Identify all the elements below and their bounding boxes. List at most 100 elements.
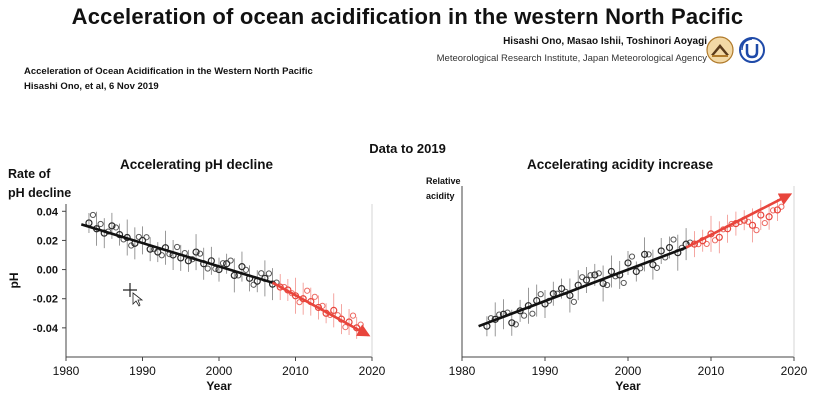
right-side-label-line1: Relative <box>426 176 461 186</box>
data-note: Data to 2019 <box>369 141 446 156</box>
ph-data-point <box>135 233 142 241</box>
acidity-data-point <box>529 310 536 317</box>
acidity-trend-line <box>478 246 687 328</box>
left-side-label-line2: pH decline <box>8 186 72 200</box>
ph-data-point <box>154 248 162 256</box>
acidity-data-point <box>599 279 607 288</box>
acidity-data-point <box>645 251 652 258</box>
acidity-trend-arrow <box>685 193 793 249</box>
authors: Hisashi Ono, Masao Ishii, Toshinori Aoya… <box>503 36 707 47</box>
acidity-data-point <box>582 276 591 284</box>
acidity-x-tick-label: 2020 <box>781 364 808 378</box>
acidity-data-point <box>649 261 657 269</box>
ph-data-point <box>89 211 97 219</box>
acidity-data-point <box>653 264 661 271</box>
ph-data-point <box>143 234 150 241</box>
acidity-data-point <box>670 236 677 243</box>
acidity-data-point <box>604 281 611 289</box>
left-chart-title: Accelerating pH decline <box>120 157 274 172</box>
acidity-x-tick-label: 2000 <box>615 364 642 378</box>
acidity-data-point <box>757 211 765 219</box>
acidity-data-point <box>657 247 665 255</box>
ph-data-point <box>112 224 120 231</box>
ph-data-point <box>319 302 326 309</box>
ph-x-axis-label: Year <box>206 379 232 393</box>
ph-x-tick-label: 2020 <box>359 364 386 378</box>
acidity-data-point <box>591 271 599 279</box>
ph-data-point <box>238 263 246 271</box>
acidity-data-point <box>557 285 566 293</box>
move-cursor-icon <box>123 283 144 307</box>
ph-data-point <box>196 250 204 257</box>
ph-data-point <box>330 306 338 314</box>
acidity-data-point <box>521 312 528 319</box>
acidity-data-point <box>508 319 516 327</box>
ph-y-axis-label: pH <box>7 273 21 289</box>
ph-data-point <box>223 260 231 268</box>
ph-data-point <box>304 287 311 294</box>
ph-data-point <box>230 271 238 279</box>
ph-data-point <box>227 257 234 264</box>
ph-data-point <box>342 324 349 331</box>
ph-data-point <box>258 270 265 277</box>
ph-data-point <box>192 248 200 256</box>
affiliation: Meteorological Research Institute, Japan… <box>436 53 707 64</box>
acidity-data-point <box>745 218 752 225</box>
acidity-data-point <box>628 253 636 260</box>
acidity-data-point <box>665 243 674 252</box>
ph-trend-line <box>80 223 273 284</box>
acidity-data-point <box>587 272 594 279</box>
mri-logo-icon <box>739 37 765 63</box>
right-side-label: Relative acidity <box>426 174 461 204</box>
acidity-data-point <box>632 267 640 276</box>
ph-data-point <box>158 252 165 259</box>
ph-data-point <box>311 293 318 300</box>
ph-y-tick-label: -0.02 <box>33 294 58 306</box>
ph-x-tick-label: 2000 <box>206 364 233 378</box>
reference-title: Acceleration of Ocean Acidification in t… <box>24 66 313 77</box>
ph-data-point <box>349 312 357 319</box>
ph-data-point <box>174 243 181 251</box>
ph-x-tick-label: 1980 <box>53 364 80 378</box>
acidity-x-tick-label: 2010 <box>698 364 725 378</box>
ph-y-tick-label: 0.04 <box>37 206 59 218</box>
acidity-data-point <box>595 270 602 277</box>
acidity-x-axis-label: Year <box>615 379 641 393</box>
acidity-data-point <box>748 221 757 229</box>
acidity-data-point <box>778 203 785 210</box>
ph-data-point <box>242 266 250 273</box>
left-side-label: Rate of pH decline <box>8 165 71 203</box>
acidity-data-point <box>753 227 760 234</box>
ph-data-point <box>296 299 303 306</box>
acidity-x-tick-label: 1990 <box>532 364 559 378</box>
right-chart-title: Accelerating acidity increase <box>527 157 714 172</box>
acidity-data-point <box>703 240 710 248</box>
ph-data-point <box>219 260 227 267</box>
ph-x-tick-label: 2010 <box>282 364 309 378</box>
jma-logo-icon <box>706 36 734 64</box>
ph-data-point <box>250 281 257 288</box>
ph-data-point <box>204 265 211 272</box>
acidity-x-tick-label: 1980 <box>449 364 476 378</box>
acidity-data-point <box>761 219 768 227</box>
acidity-data-point <box>765 213 773 221</box>
acidity-data-point <box>537 291 544 298</box>
ph-data-point <box>265 270 272 277</box>
ph-data-point <box>128 242 135 249</box>
acidity-data-point <box>770 207 777 214</box>
ph-y-tick-label: 0.02 <box>37 235 58 247</box>
ph-data-point <box>108 222 116 230</box>
reference-citation: Hisashi Ono, et al, 6 Nov 2019 <box>24 81 159 92</box>
acidity-data-point <box>512 321 519 328</box>
ph-trend-arrow <box>271 281 371 337</box>
acidity-data-point <box>773 206 782 214</box>
ph-y-tick-label: 0.00 <box>37 265 58 277</box>
page-title: Acceleration of ocean acidification in t… <box>71 4 744 29</box>
ph-x-tick-label: 1990 <box>129 364 156 378</box>
acidity-data-point <box>570 298 578 305</box>
acidity-data-point <box>620 279 627 287</box>
acidity-data-point <box>715 233 723 241</box>
ph-data-point <box>97 220 104 228</box>
